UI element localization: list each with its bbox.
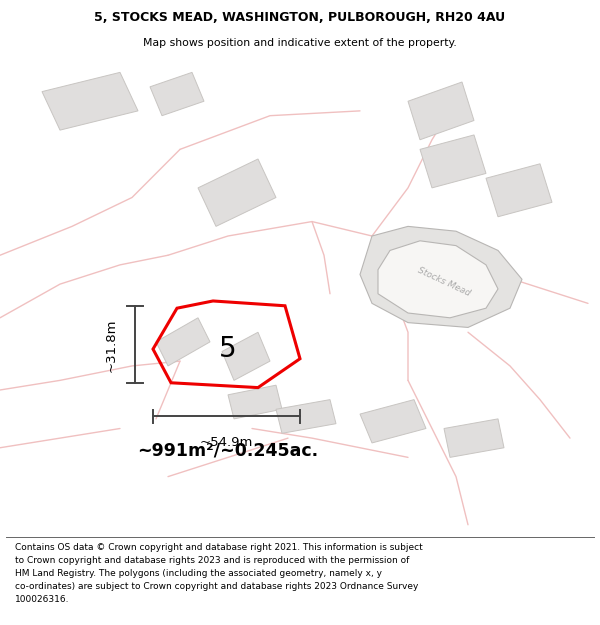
Polygon shape — [198, 159, 276, 226]
Polygon shape — [150, 72, 204, 116]
Text: Stocks Mead: Stocks Mead — [416, 266, 472, 298]
Polygon shape — [408, 82, 474, 140]
Polygon shape — [378, 241, 498, 318]
Text: 5: 5 — [219, 335, 237, 363]
Text: Map shows position and indicative extent of the property.: Map shows position and indicative extent… — [143, 38, 457, 48]
Polygon shape — [42, 72, 138, 130]
Polygon shape — [486, 164, 552, 217]
Text: Contains OS data © Crown copyright and database right 2021. This information is : Contains OS data © Crown copyright and d… — [15, 543, 423, 604]
Polygon shape — [156, 318, 210, 366]
Polygon shape — [228, 385, 282, 419]
Polygon shape — [276, 399, 336, 433]
Polygon shape — [444, 419, 504, 457]
Polygon shape — [360, 399, 426, 443]
Polygon shape — [222, 332, 270, 381]
Polygon shape — [360, 226, 522, 328]
Polygon shape — [420, 135, 486, 188]
Text: 5, STOCKS MEAD, WASHINGTON, PULBOROUGH, RH20 4AU: 5, STOCKS MEAD, WASHINGTON, PULBOROUGH, … — [94, 11, 506, 24]
Text: ~31.8m: ~31.8m — [104, 319, 118, 372]
Text: ~991m²/~0.245ac.: ~991m²/~0.245ac. — [137, 441, 319, 459]
Text: ~54.9m: ~54.9m — [200, 436, 253, 449]
